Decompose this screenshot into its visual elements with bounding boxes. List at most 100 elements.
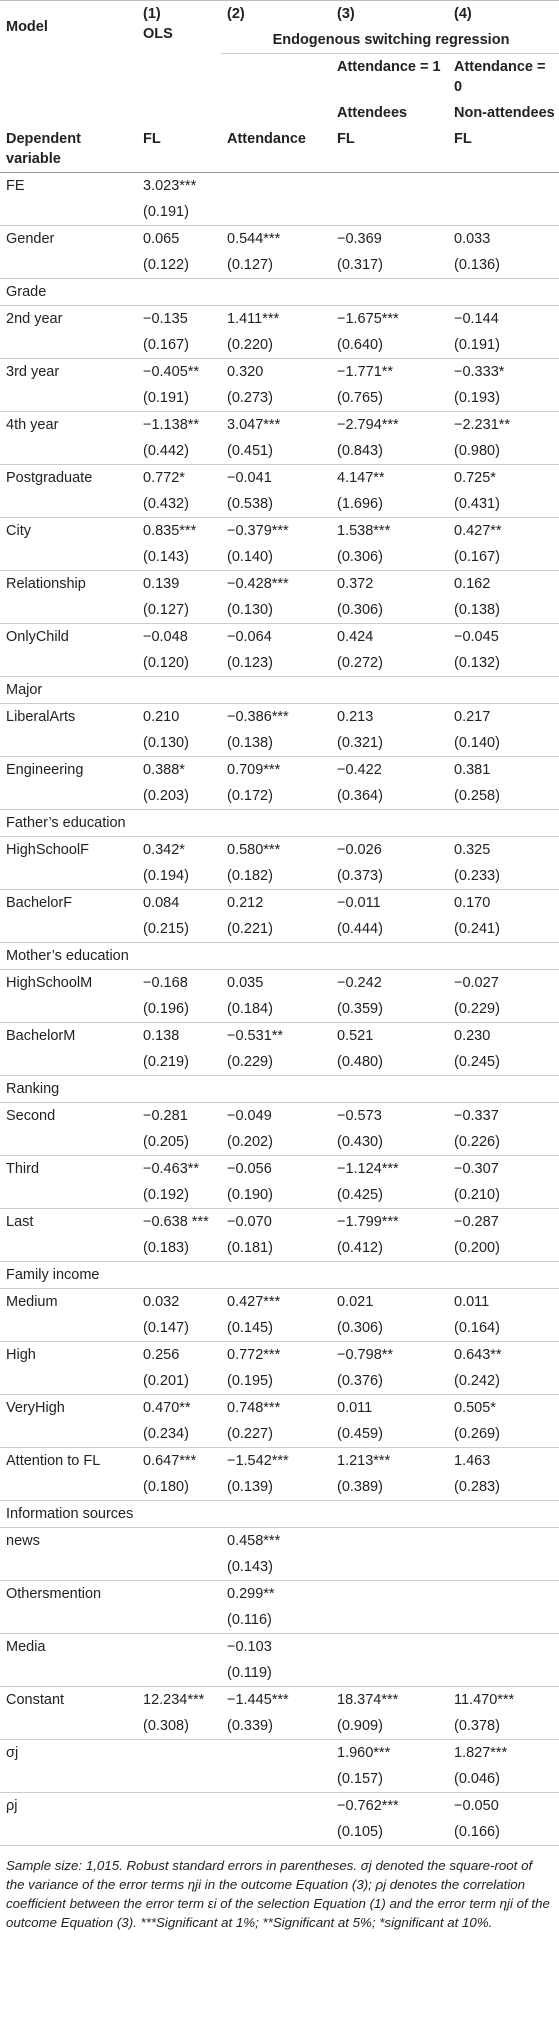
row-label-empty (0, 544, 137, 571)
se-cell: (0.245) (454, 1054, 500, 1070)
coef-cell: −0.103 (227, 1639, 272, 1655)
se-cell: (0.215) (143, 921, 189, 937)
col-number: (4) (454, 6, 472, 22)
coef-cell: 1.538*** (337, 523, 391, 539)
se-cell: (0.180) (143, 1479, 189, 1495)
se-row: (0.183) (0.181) (0.412) (0.200) (0, 1235, 559, 1262)
coef-cell: −0.638 *** (143, 1214, 209, 1230)
row-label: OnlyChild (6, 629, 69, 645)
coef-cell: 0.427** (454, 523, 502, 539)
footnote: Sample size: 1,015. Robust standard erro… (6, 1858, 550, 1930)
section-label: Grade (6, 284, 47, 300)
se-cell: (0.191) (143, 390, 189, 406)
se-row: (0.191) (0.273) (0.765) (0.193) (0, 385, 559, 412)
coef-cell: −0.027 (454, 975, 499, 991)
coef-cell: −0.307 (454, 1161, 499, 1177)
row-label-empty (0, 1660, 137, 1687)
se-cell: (0.272) (337, 655, 383, 671)
coef-cell: 0.748*** (227, 1400, 281, 1416)
row-label: Attention to FL (6, 1453, 101, 1469)
se-cell: (0.430) (337, 1134, 383, 1150)
coef-cell: 12.234*** (143, 1692, 205, 1708)
section-row: Mother’s education (0, 943, 559, 970)
se-cell: (0.190) (227, 1187, 273, 1203)
table-body: FE 3.023*** (0.191) Gender 0.065 0.544*** −0.3… (0, 173, 559, 1846)
row-label: City (6, 523, 31, 539)
coef-cell: 0.505* (454, 1400, 496, 1416)
coef-cell: −0.281 (143, 1108, 188, 1124)
header-dependent: Dependent variable (6, 131, 81, 167)
coef-cell: 3.023*** (143, 178, 197, 194)
coef-row: Attention to FL 0.647*** −1.542*** 1.213***… (0, 1448, 559, 1475)
row-label: news (6, 1533, 40, 1549)
se-cell: (0.339) (227, 1718, 273, 1734)
se-cell: (0.181) (227, 1240, 273, 1256)
row-label: Second (6, 1108, 56, 1124)
row-label: LiberalArts (6, 709, 76, 725)
se-cell: (0.139) (227, 1479, 273, 1495)
se-row: (0.130) (0.138) (0.321) (0.140) (0, 730, 559, 757)
coef-row: 3rd year −0.405** 0.320 −1.771** −0.333* (0, 359, 559, 386)
row-label-empty (0, 1235, 137, 1262)
row-label-empty (0, 252, 137, 279)
se-cell: (0.269) (454, 1426, 500, 1442)
se-cell: (0.200) (454, 1240, 500, 1256)
se-cell: (0.378) (454, 1718, 500, 1734)
coef-cell: −2.231** (454, 417, 511, 433)
coef-cell: 18.374*** (337, 1692, 399, 1708)
coef-row: LiberalArts 0.210 −0.386*** 0.213 0.217 (0, 704, 559, 731)
coef-row: Last −0.638 *** −0.070 −1.799*** −0.287 (0, 1209, 559, 1236)
coef-cell: 0.230 (454, 1028, 491, 1044)
coef-cell: 0.325 (454, 842, 491, 858)
row-label: 3rd year (6, 364, 60, 380)
row-label-empty (0, 1129, 137, 1156)
se-cell: (0.229) (227, 1054, 273, 1070)
se-cell: (0.164) (454, 1320, 500, 1336)
coef-cell: −0.242 (337, 975, 382, 991)
coef-cell: 0.299** (227, 1586, 275, 1602)
se-cell (137, 1766, 221, 1793)
se-cell (448, 199, 559, 226)
coef-cell (448, 173, 559, 200)
row-label-empty (0, 783, 137, 810)
coef-cell: 0.643** (454, 1347, 502, 1363)
se-row: (0.192) (0.190) (0.425) (0.210) (0, 1182, 559, 1209)
coef-cell: 0.212 (227, 895, 264, 911)
row-label-empty (0, 1607, 137, 1634)
coef-cell: −0.386*** (227, 709, 289, 725)
row-label: HighSchoolF (6, 842, 90, 858)
se-row: (0.219) (0.229) (0.480) (0.245) (0, 1049, 559, 1076)
se-cell: (0.201) (143, 1373, 189, 1389)
se-row: (0.105) (0.166) (0, 1819, 559, 1846)
coef-row: 2nd year −0.135 1.411*** −1.675*** −0.144 (0, 306, 559, 333)
coef-cell (448, 1581, 559, 1608)
se-cell: (0.191) (143, 204, 189, 220)
coef-cell: 0.084 (143, 895, 180, 911)
coef-cell: 1.411*** (227, 311, 280, 327)
se-cell: (0.138) (227, 735, 273, 751)
row-label: Relationship (6, 576, 86, 592)
coef-cell (448, 1528, 559, 1555)
coef-row: HighSchoolF 0.342* 0.580*** −0.026 0.325 (0, 837, 559, 864)
row-label: 2nd year (6, 311, 63, 327)
se-cell: (0.172) (227, 788, 273, 804)
se-cell: (0.283) (454, 1479, 500, 1495)
se-cell (137, 1554, 221, 1581)
header-sample: Attendees (337, 105, 408, 121)
results-table: Model (1) OLS (2) (3) (4) Endogenous swit… (0, 0, 559, 1846)
coef-row: Media −0.103 (0, 1634, 559, 1661)
coef-cell: −1.675*** (337, 311, 399, 327)
coef-cell (221, 173, 331, 200)
se-cell: (0.229) (454, 1001, 500, 1017)
se-row: (0.143) (0.140) (0.306) (0.167) (0, 544, 559, 571)
coef-cell: −1.771** (337, 364, 394, 380)
coef-row: 4th year −1.138** 3.047*** −2.794*** −2.231*… (0, 412, 559, 439)
coef-cell: −0.762*** (337, 1798, 399, 1814)
coef-cell (137, 1634, 221, 1661)
row-label: VeryHigh (6, 1400, 65, 1416)
coef-cell: 1.463 (454, 1453, 491, 1469)
row-label: Medium (6, 1294, 58, 1310)
se-cell: (0.220) (227, 337, 273, 353)
coef-cell: −0.369 (337, 231, 382, 247)
coef-row: Othersmention 0.299** (0, 1581, 559, 1608)
